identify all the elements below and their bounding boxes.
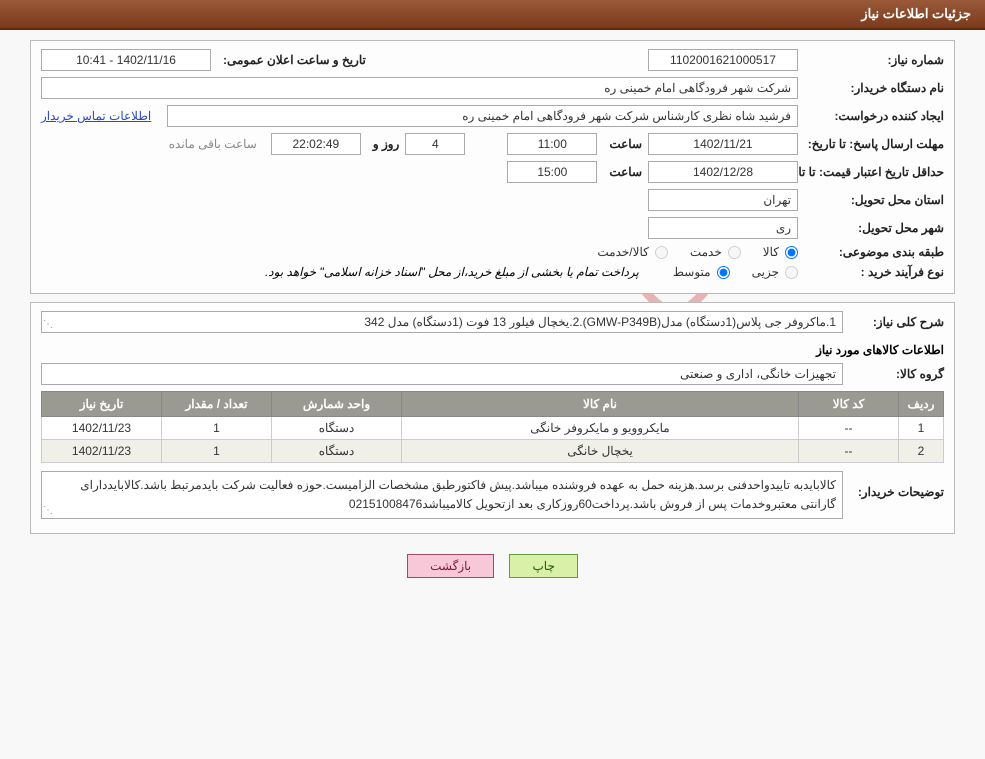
page-title: جزئیات اطلاعات نیاز — [861, 6, 971, 21]
detail-panel: شرح کلی نیاز: 1.ماکروفر جی پلاس(1دستگاه)… — [30, 302, 955, 534]
summary-field: 1.ماکروفر جی پلاس(1دستگاه) مدل(GMW-P349B… — [41, 311, 843, 333]
page-title-bar: جزئیات اطلاعات نیاز — [0, 0, 985, 30]
resize-handle-icon-2[interactable]: ⋰ — [43, 507, 53, 517]
buyer-notes-field: کالابایدبه تاییدواحدفنی برسد.هزینه حمل ب… — [41, 471, 843, 519]
radio-service-label: خدمت — [690, 245, 722, 259]
resize-handle-icon[interactable]: ⋰ — [43, 321, 53, 331]
cell-date: 1402/11/23 — [42, 417, 162, 440]
th-date: تاریخ نیاز — [42, 392, 162, 417]
summary-label: شرح کلی نیاز: — [849, 315, 944, 329]
deadline-label: مهلت ارسال پاسخ: تا تاریخ: — [804, 137, 944, 151]
province-label: استان محل تحویل: — [804, 193, 944, 207]
cell-code: -- — [799, 440, 899, 463]
print-button[interactable]: چاپ — [509, 554, 577, 578]
city-field: ری — [648, 217, 798, 239]
notes-label: توضیحات خریدار: — [849, 471, 944, 499]
items-table: ردیف کد کالا نام کالا واحد شمارش تعداد /… — [41, 391, 944, 463]
days-label: روز و — [367, 137, 400, 151]
time-label-2: ساعت — [603, 165, 642, 179]
cell-qty: 1 — [162, 417, 272, 440]
category-radio-group: کالا خدمت کالا/خدمت — [579, 245, 798, 259]
category-label: طبقه بندی موضوعی: — [804, 245, 944, 259]
table-row: 1--مایکروویو و مایکروفر خانگیدستگاه11402… — [42, 417, 944, 440]
cell-qty: 1 — [162, 440, 272, 463]
deadline-date-field: 1402/11/21 — [648, 133, 798, 155]
requester-field: فرشید شاه نظری کارشناس شرکت شهر فرودگاهی… — [167, 105, 798, 127]
remaining-label: ساعت باقی مانده — [169, 137, 257, 151]
purchase-type-label: نوع فرآیند خرید : — [804, 265, 944, 279]
cell-unit: دستگاه — [272, 440, 402, 463]
table-row: 2--یخچال خانگیدستگاه11402/11/23 — [42, 440, 944, 463]
buyer-org-label: نام دستگاه خریدار: — [804, 81, 944, 95]
validity-time-field: 15:00 — [507, 161, 597, 183]
cell-code: -- — [799, 417, 899, 440]
cell-idx: 1 — [899, 417, 944, 440]
cell-name: مایکروویو و مایکروفر خانگی — [402, 417, 799, 440]
cell-unit: دستگاه — [272, 417, 402, 440]
radio-partial[interactable] — [785, 266, 798, 279]
time-label-1: ساعت — [603, 137, 642, 151]
announce-label: تاریخ و ساعت اعلان عمومی: — [217, 53, 366, 67]
radio-service[interactable] — [728, 246, 741, 259]
need-number-field: 1102001621000517 — [648, 49, 798, 71]
validity-label: حداقل تاریخ اعتبار قیمت: تا تاریخ: — [804, 165, 944, 179]
contact-link[interactable]: اطلاعات تماس خریدار — [41, 109, 151, 123]
radio-partial-label: جزیی — [752, 265, 779, 279]
need-number-label: شماره نیاز: — [804, 53, 944, 67]
time-remaining-field: 22:02:49 — [271, 133, 361, 155]
validity-date-field: 1402/12/28 — [648, 161, 798, 183]
days-remaining-field: 4 — [405, 133, 465, 155]
th-idx: ردیف — [899, 392, 944, 417]
group-field: تجهیزات خانگی، اداری و صنعتی — [41, 363, 843, 385]
buyer-org-field: شرکت شهر فرودگاهی امام خمینی ره — [41, 77, 798, 99]
group-label: گروه کالا: — [849, 367, 944, 381]
city-label: شهر محل تحویل: — [804, 221, 944, 235]
announce-field: 1402/11/16 - 10:41 — [41, 49, 211, 71]
back-button[interactable]: بازگشت — [407, 554, 494, 578]
purchase-type-radio-group: جزیی متوسط — [655, 265, 798, 279]
button-bar: چاپ بازگشت — [30, 542, 955, 590]
th-name: نام کالا — [402, 392, 799, 417]
cell-date: 1402/11/23 — [42, 440, 162, 463]
radio-medium-label: متوسط — [673, 265, 711, 279]
radio-goods[interactable] — [785, 246, 798, 259]
purchase-note: پرداخت تمام یا بخشی از مبلغ خرید،از محل … — [265, 265, 639, 279]
deadline-time-field: 11:00 — [507, 133, 597, 155]
requester-label: ایجاد کننده درخواست: — [804, 109, 944, 123]
radio-goods-service-label: کالا/خدمت — [597, 245, 648, 259]
need-info-panel: شماره نیاز: 1102001621000517 تاریخ و ساع… — [30, 40, 955, 294]
th-unit: واحد شمارش — [272, 392, 402, 417]
th-code: کد کالا — [799, 392, 899, 417]
th-qty: تعداد / مقدار — [162, 392, 272, 417]
cell-idx: 2 — [899, 440, 944, 463]
province-field: تهران — [648, 189, 798, 211]
radio-medium[interactable] — [717, 266, 730, 279]
items-section-title: اطلاعات کالاهای مورد نیاز — [41, 343, 944, 357]
radio-goods-service[interactable] — [655, 246, 668, 259]
radio-goods-label: کالا — [763, 245, 779, 259]
cell-name: یخچال خانگی — [402, 440, 799, 463]
